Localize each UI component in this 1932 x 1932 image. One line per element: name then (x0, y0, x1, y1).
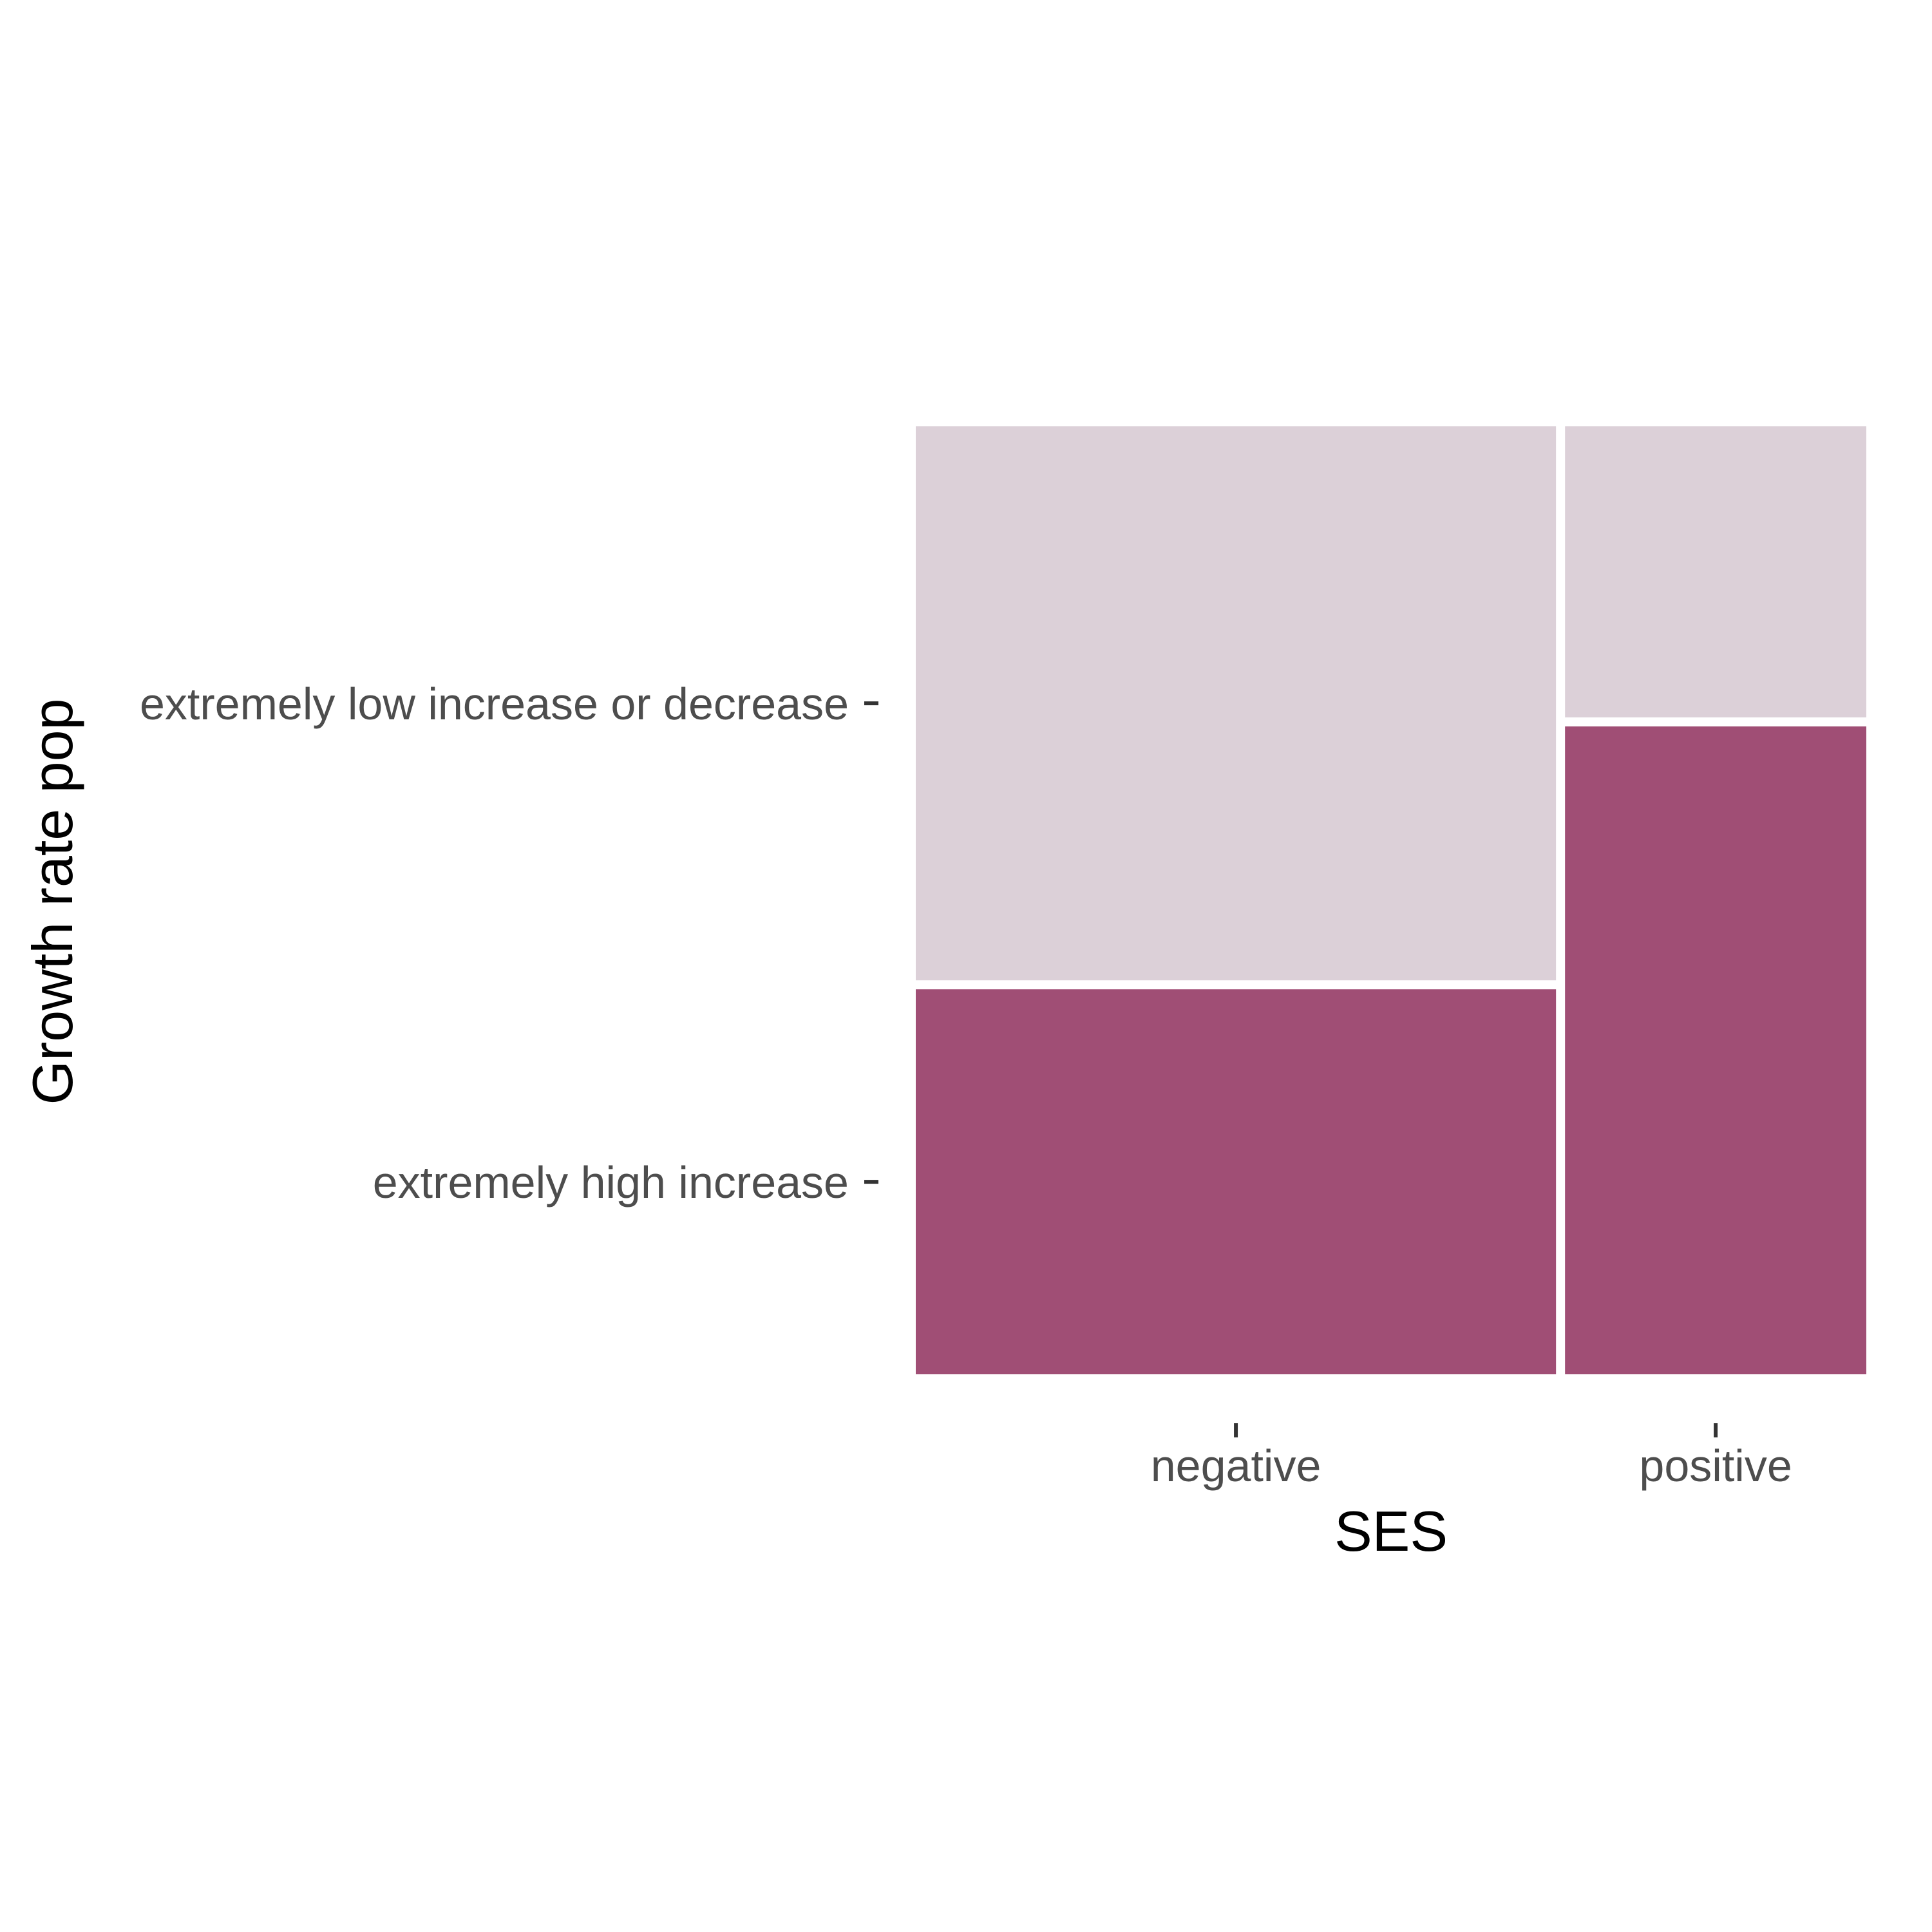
mosaic-cell-positive-extremely-high-increase (1565, 726, 1866, 1374)
x-axis-title: SES (1334, 1499, 1448, 1563)
mosaic-cell-negative-extremely-high-increase (916, 989, 1557, 1374)
y-tick-label-extremely-low-increase-or-decrease: extremely low increase or decrease (140, 679, 849, 729)
mosaic-cell-negative-extremely-low-increase-or-decrease (916, 426, 1557, 981)
x-axis-ticks: negative positive (1151, 1423, 1792, 1491)
y-tick-label-extremely-high-increase: extremely high increase (373, 1157, 849, 1208)
mosaic-cells (916, 426, 1866, 1374)
x-tick-label-negative: negative (1151, 1441, 1321, 1491)
x-tick-label-positive: positive (1639, 1441, 1792, 1491)
y-axis-title: Growth rate pop (21, 699, 84, 1105)
y-axis-ticks: extremely high increase extremely low inc… (140, 679, 878, 1208)
mosaic-cell-positive-extremely-low-increase-or-decrease (1565, 426, 1866, 717)
